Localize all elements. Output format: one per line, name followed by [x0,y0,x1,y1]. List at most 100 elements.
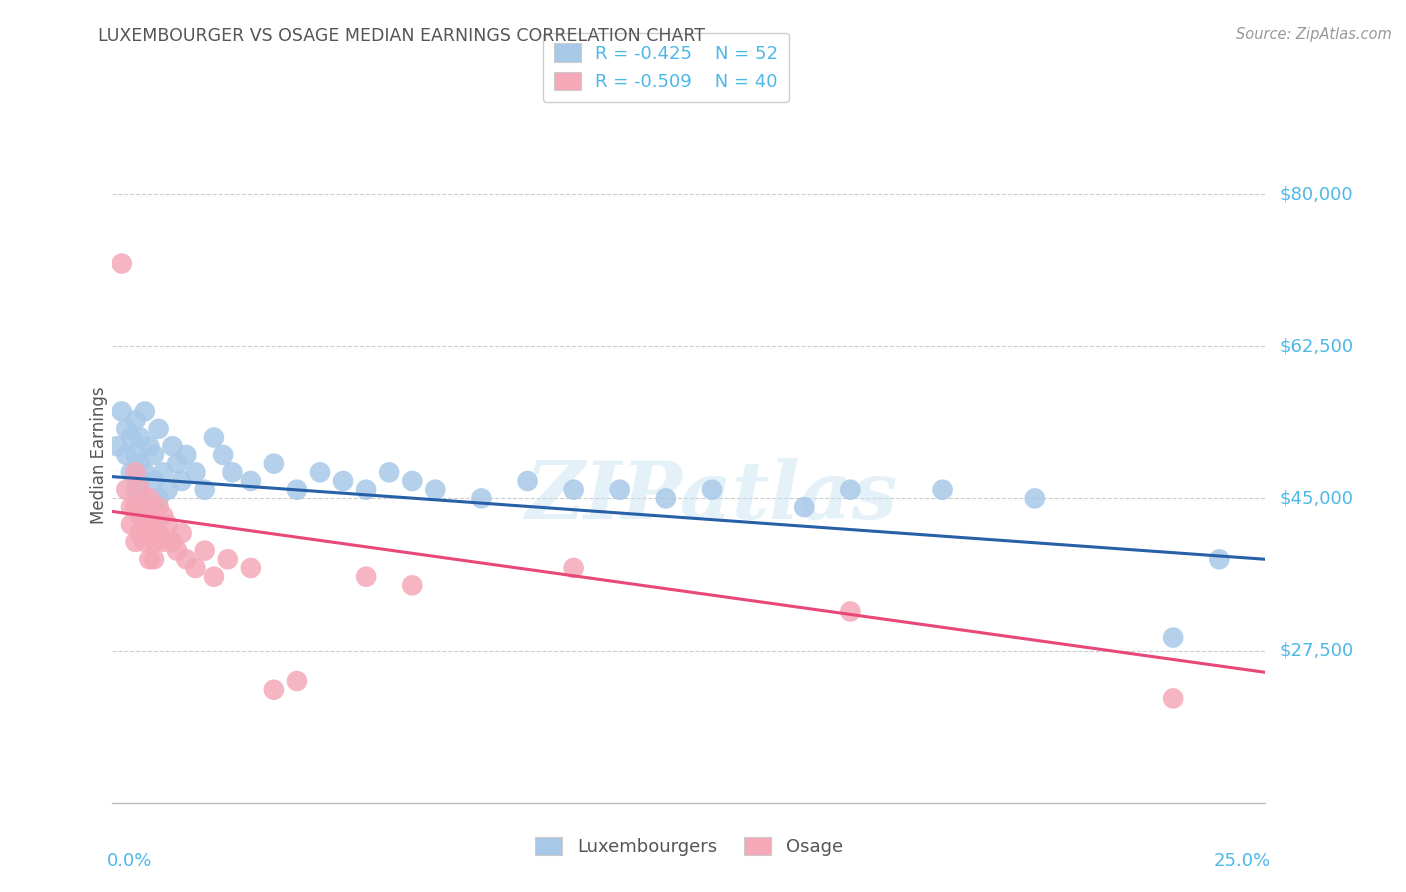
Point [143,534,166,549]
Point [1208,552,1230,566]
Point [194,543,217,558]
Point [120,430,142,444]
Point [221,466,243,480]
Point [839,483,862,497]
Point [134,534,156,549]
Point [401,474,423,488]
Text: Source: ZipAtlas.com: Source: ZipAtlas.com [1236,27,1392,42]
Point [202,570,225,584]
Point [332,474,354,488]
Point [143,517,166,532]
Point [184,561,207,575]
Point [124,483,146,497]
Point [166,543,188,558]
Text: $62,500: $62,500 [1279,337,1354,355]
Point [516,474,538,488]
Text: $45,000: $45,000 [1279,490,1354,508]
Point [562,483,585,497]
Point [309,466,332,480]
Point [239,474,262,488]
Point [354,570,377,584]
Point [162,534,184,549]
Point [134,500,156,514]
Point [115,448,138,462]
Point [285,483,308,497]
Text: LUXEMBOURGER VS OSAGE MEDIAN EARNINGS CORRELATION CHART: LUXEMBOURGER VS OSAGE MEDIAN EARNINGS CO… [98,27,706,45]
Point [609,483,631,497]
Point [152,534,174,549]
Point [378,466,401,480]
Point [152,508,174,523]
Point [143,552,166,566]
Point [129,483,152,497]
Text: 25.0%: 25.0% [1213,852,1271,870]
Point [217,552,239,566]
Point [138,491,160,506]
Point [143,474,166,488]
Point [470,491,492,506]
Point [134,517,156,532]
Point [354,483,377,497]
Point [263,457,285,471]
Point [129,430,152,444]
Text: $80,000: $80,000 [1279,185,1353,203]
Point [156,483,179,497]
Point [138,552,160,566]
Point [105,439,128,453]
Point [931,483,953,497]
Point [174,552,197,566]
Point [212,448,235,462]
Point [700,483,723,497]
Point [202,430,225,444]
Point [562,561,585,575]
Point [111,404,134,418]
Point [148,500,170,514]
Y-axis label: Median Earnings: Median Earnings [90,386,108,524]
Point [239,561,262,575]
Point [138,508,160,523]
Point [174,448,197,462]
Point [184,466,207,480]
Legend: Luxembourgers, Osage: Luxembourgers, Osage [529,830,849,863]
Point [129,457,152,471]
Point [839,605,862,619]
Point [129,526,152,541]
Point [285,674,308,689]
Point [170,526,193,541]
Point [156,517,179,532]
Point [1024,491,1046,506]
Point [124,500,146,514]
Point [134,466,156,480]
Point [124,534,146,549]
Point [138,500,160,514]
Point [194,483,217,497]
Point [152,466,174,480]
Point [120,517,142,532]
Point [401,578,423,592]
Text: $27,500: $27,500 [1279,641,1354,659]
Point [148,526,170,541]
Point [115,483,138,497]
Point [134,404,156,418]
Point [111,257,134,271]
Point [170,474,193,488]
Point [124,413,146,427]
Text: 0.0%: 0.0% [107,852,152,870]
Point [166,457,188,471]
Point [1161,691,1184,706]
Point [425,483,447,497]
Point [120,466,142,480]
Point [162,439,184,453]
Point [124,448,146,462]
Point [115,422,138,436]
Point [138,439,160,453]
Point [129,508,152,523]
Point [1161,631,1184,645]
Point [655,491,678,506]
Point [124,466,146,480]
Point [793,500,815,514]
Point [120,500,142,514]
Point [129,474,152,488]
Point [143,448,166,462]
Text: ZIPatlas: ZIPatlas [526,458,898,535]
